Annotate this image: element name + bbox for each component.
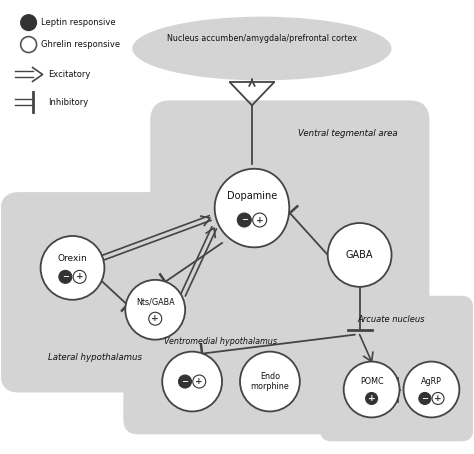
Text: Dopamine: Dopamine [227,191,277,201]
Circle shape [253,213,266,227]
FancyBboxPatch shape [123,315,337,434]
Circle shape [365,393,378,405]
Circle shape [432,393,444,405]
Text: Ghrelin responsive: Ghrelin responsive [41,40,120,49]
Text: Nucleus accumben/amygdala/prefrontal cortex: Nucleus accumben/amygdala/prefrontal cor… [167,34,357,43]
Circle shape [193,375,206,388]
Circle shape [41,236,104,300]
Text: POMC: POMC [360,377,383,386]
Text: Excitatory: Excitatory [48,70,91,79]
Text: Orexin: Orexin [58,254,87,263]
Text: −: − [182,377,189,386]
Ellipse shape [132,17,392,80]
FancyBboxPatch shape [320,296,474,441]
FancyBboxPatch shape [150,100,429,335]
Text: +: + [151,314,159,323]
Text: Ventromedial hypothalamus: Ventromedial hypothalamus [164,337,276,346]
Text: Leptin responsive: Leptin responsive [41,18,115,27]
Text: +: + [434,394,442,403]
Circle shape [125,280,185,340]
Text: +: + [76,272,83,281]
Text: +: + [195,377,203,386]
Text: Inhibitory: Inhibitory [48,98,89,107]
Circle shape [162,351,222,411]
Circle shape [344,361,400,417]
Text: −: − [62,272,69,281]
Circle shape [59,271,72,283]
Text: +: + [256,216,264,225]
Circle shape [240,351,300,411]
Circle shape [21,37,36,53]
Circle shape [179,375,191,388]
Circle shape [21,15,36,30]
Text: Arcuate nucleus: Arcuate nucleus [358,315,425,324]
Circle shape [403,361,459,417]
FancyBboxPatch shape [0,192,211,393]
Polygon shape [330,310,461,429]
Text: −: − [421,394,428,403]
Text: Ventral tegmental area: Ventral tegmental area [298,129,398,138]
Text: −: − [241,216,248,225]
Text: Lateral hypothalamus: Lateral hypothalamus [48,353,142,362]
Circle shape [237,213,251,227]
Circle shape [419,393,431,405]
Text: +: + [368,394,375,403]
Text: Nts/GABA: Nts/GABA [136,297,174,306]
Text: GABA: GABA [346,250,374,260]
Circle shape [328,223,392,287]
Polygon shape [215,169,289,247]
Text: AgRP: AgRP [421,377,442,386]
Circle shape [73,271,86,283]
Circle shape [149,312,162,325]
Text: Endo
morphine: Endo morphine [251,372,289,391]
